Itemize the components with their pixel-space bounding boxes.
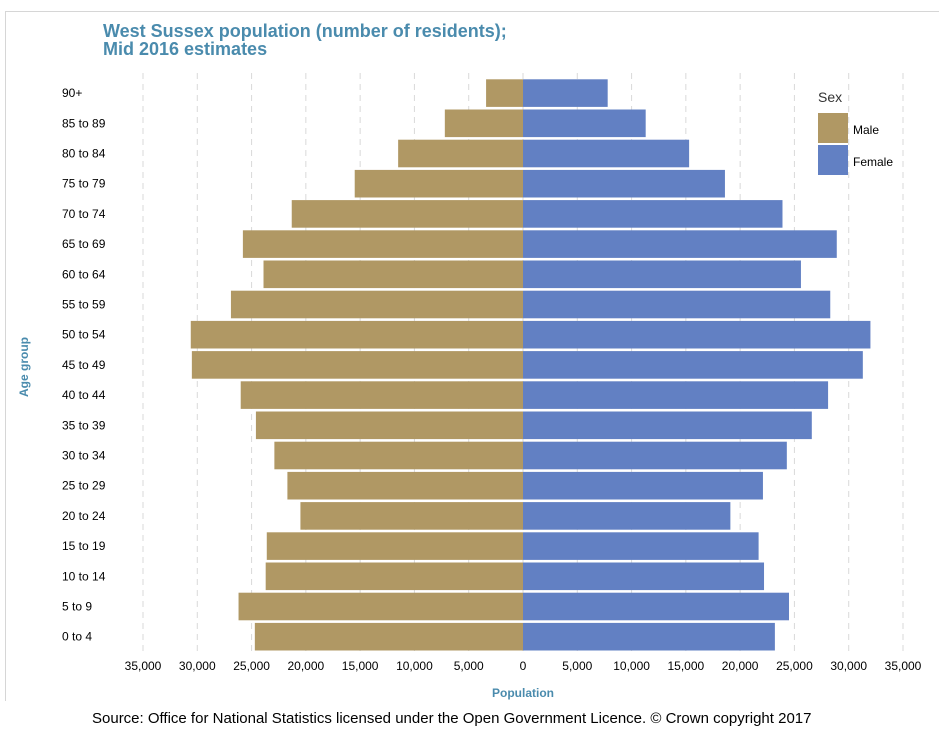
y-tick-label: 35 to 39 — [62, 418, 106, 432]
x-tick-label: 15,000 — [668, 659, 705, 673]
chart-frame — [5, 11, 939, 701]
legend-label-male: Male — [853, 123, 879, 137]
x-tick-label: 20,000 — [722, 659, 759, 673]
bar-female-60-to-64 — [523, 260, 801, 289]
y-tick-label: 65 to 69 — [62, 237, 106, 251]
bar-male-0-to-4 — [254, 622, 524, 651]
y-tick-label: 80 to 84 — [62, 147, 106, 161]
y-tick-label: 75 to 79 — [62, 177, 106, 191]
x-tick-label: 30,000 — [830, 659, 867, 673]
y-tick-label: 40 to 44 — [62, 388, 106, 402]
y-tick-label: 0 to 4 — [62, 630, 92, 644]
x-axis-title: Population — [492, 686, 554, 700]
bar-female-55-to-59 — [523, 290, 831, 319]
y-tick-label: 90+ — [62, 86, 82, 100]
y-tick-label: 50 to 54 — [62, 328, 106, 342]
y-tick-label: 30 to 34 — [62, 449, 106, 463]
x-tick-label: 5,000 — [562, 659, 592, 673]
bar-female-30-to-34 — [523, 441, 787, 470]
chart-title-line-2: Mid 2016 estimates — [103, 39, 268, 59]
bar-female-10-to-14 — [523, 562, 765, 591]
legend-label-female: Female — [853, 155, 893, 169]
bar-male-85-to-89 — [444, 109, 523, 138]
bar-female-45-to-49 — [523, 351, 863, 379]
x-tick-label: 35,000 — [125, 659, 162, 673]
legend-swatch-male — [818, 113, 848, 143]
chart-title: West Sussex population (number of reside… — [103, 22, 507, 58]
y-tick-label: 15 to 19 — [62, 539, 106, 553]
x-tick-label: 0 — [520, 659, 527, 673]
x-tick-label: 15,000 — [342, 659, 379, 673]
bar-male-15-to-19 — [266, 532, 523, 560]
x-tick-label: 20,000 — [288, 659, 325, 673]
bar-male-5-to-9 — [238, 592, 524, 621]
bar-female-25-to-29 — [523, 471, 763, 500]
bar-male-25-to-29 — [287, 471, 523, 500]
x-tick-label: 10,000 — [613, 659, 650, 673]
y-tick-label: 45 to 49 — [62, 358, 106, 372]
bar-female-35-to-39 — [523, 411, 812, 440]
bar-female-20-to-24 — [523, 502, 731, 530]
x-tick-label: 10,000 — [396, 659, 433, 673]
bar-male-35-to-39 — [255, 411, 523, 440]
bar-female-90plus — [523, 79, 608, 107]
x-tick-label: 35,000 — [885, 659, 922, 673]
y-tick-label: 25 to 29 — [62, 479, 106, 493]
x-tick-label: 30,000 — [179, 659, 216, 673]
bar-female-15-to-19 — [523, 532, 759, 560]
bar-male-20-to-24 — [300, 502, 523, 530]
x-tick-label: 25,000 — [233, 659, 270, 673]
bar-male-80-to-84 — [398, 139, 523, 168]
bar-female-5-to-9 — [523, 592, 789, 621]
x-tick-label: 25,000 — [776, 659, 813, 673]
y-tick-label: 55 to 59 — [62, 298, 106, 312]
bar-male-90plus — [486, 79, 523, 107]
bar-male-30-to-34 — [274, 441, 523, 470]
bar-female-85-to-89 — [523, 109, 646, 138]
bar-male-45-to-49 — [191, 351, 523, 379]
bar-male-70-to-74 — [291, 200, 523, 228]
bar-male-75-to-79 — [354, 169, 523, 198]
bar-female-80-to-84 — [523, 139, 690, 168]
legend-title: Sex — [818, 89, 842, 105]
chart-title-line-1: West Sussex population (number of reside… — [103, 21, 507, 41]
bar-female-70-to-74 — [523, 200, 783, 228]
bar-female-75-to-79 — [523, 169, 725, 198]
bar-female-40-to-44 — [523, 381, 829, 409]
y-tick-label: 85 to 89 — [62, 116, 106, 130]
y-tick-label: 60 to 64 — [62, 267, 106, 281]
y-tick-label: 20 to 24 — [62, 509, 106, 523]
y-axis-title: Age group — [17, 337, 31, 397]
bar-male-65-to-69 — [242, 230, 523, 258]
legend-swatch-female — [818, 145, 848, 175]
bar-female-50-to-54 — [523, 320, 871, 349]
bar-male-40-to-44 — [240, 381, 523, 409]
bar-female-0-to-4 — [523, 622, 775, 651]
x-tick-label: 5,000 — [454, 659, 484, 673]
bar-male-50-to-54 — [190, 320, 523, 349]
bar-male-10-to-14 — [265, 562, 523, 591]
bar-male-55-to-59 — [230, 290, 523, 319]
y-tick-label: 70 to 74 — [62, 207, 106, 221]
bar-female-65-to-69 — [523, 230, 837, 258]
y-tick-label: 5 to 9 — [62, 600, 92, 614]
bar-male-60-to-64 — [263, 260, 523, 289]
y-tick-label: 10 to 14 — [62, 569, 106, 583]
source-note: Source: Office for National Statistics l… — [92, 710, 812, 727]
